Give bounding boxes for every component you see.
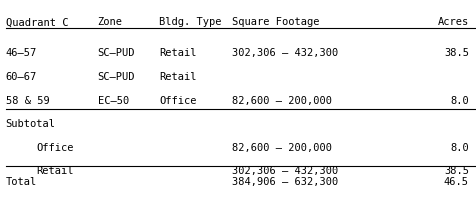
Text: Total: Total: [6, 176, 37, 186]
Text: 302,306 – 432,300: 302,306 – 432,300: [232, 166, 338, 176]
Text: Zone: Zone: [98, 17, 123, 27]
Text: 8.0: 8.0: [450, 95, 469, 105]
Text: Acres: Acres: [437, 17, 469, 27]
Text: 58 & 59: 58 & 59: [6, 95, 50, 105]
Text: Retail: Retail: [159, 71, 197, 81]
Text: 60–67: 60–67: [6, 71, 37, 81]
Text: SC–PUD: SC–PUD: [98, 71, 135, 81]
Text: Bldg. Type: Bldg. Type: [159, 17, 222, 27]
Text: SC–PUD: SC–PUD: [98, 47, 135, 57]
Text: 302,306 – 432,300: 302,306 – 432,300: [232, 47, 338, 57]
Text: 384,906 – 632,300: 384,906 – 632,300: [232, 176, 338, 186]
Text: 8.0: 8.0: [450, 142, 469, 152]
Text: Office: Office: [159, 95, 197, 105]
Text: 38.5: 38.5: [444, 47, 469, 57]
Text: 82,600 – 200,000: 82,600 – 200,000: [232, 142, 332, 152]
Text: Square Footage: Square Footage: [232, 17, 320, 27]
Text: Subtotal: Subtotal: [6, 118, 56, 128]
Text: 46.5: 46.5: [444, 176, 469, 186]
Text: 38.5: 38.5: [444, 166, 469, 176]
Text: 82,600 – 200,000: 82,600 – 200,000: [232, 95, 332, 105]
Text: Quadrant C: Quadrant C: [6, 17, 68, 27]
Text: 46–57: 46–57: [6, 47, 37, 57]
Text: Retail: Retail: [159, 47, 197, 57]
Text: Retail: Retail: [37, 166, 74, 176]
Text: EC–50: EC–50: [98, 95, 129, 105]
Text: Office: Office: [37, 142, 74, 152]
